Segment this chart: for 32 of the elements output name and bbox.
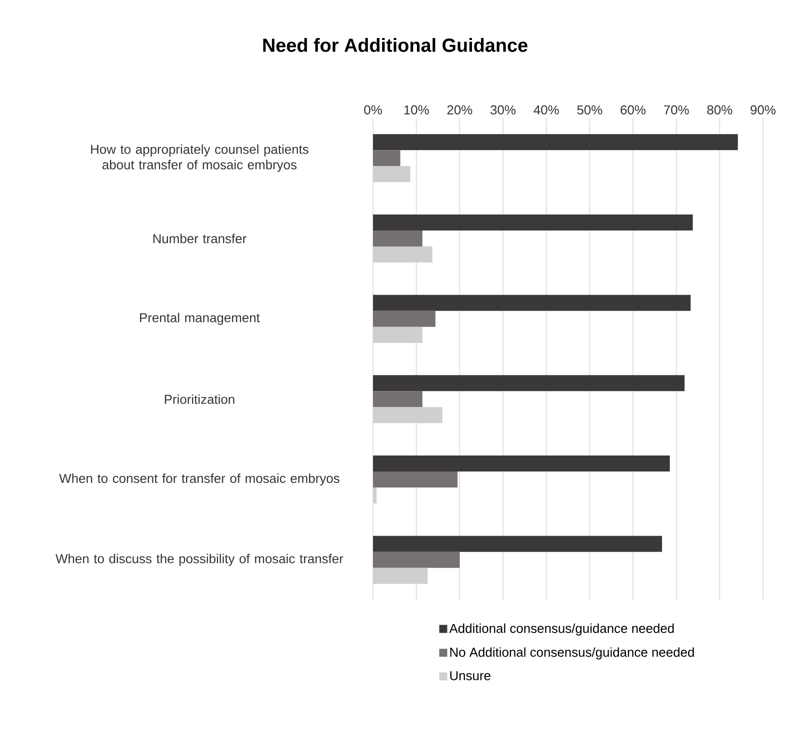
- bar: [373, 294, 691, 311]
- chart-title: Need for Additional Guidance: [263, 38, 528, 52]
- bar: [373, 214, 693, 231]
- x-tick-label: 60%: [620, 105, 646, 114]
- x-tick-label: 20%: [447, 105, 472, 114]
- legend-label: Additional consensus/guidance needed: [449, 623, 674, 636]
- x-tick-label: 90%: [750, 105, 776, 114]
- y-tick-label: Number transfer: [153, 234, 246, 244]
- bar: [373, 456, 670, 472]
- bar: [373, 536, 662, 552]
- x-tick-label: 30%: [490, 105, 516, 114]
- legend-label: Unsure: [450, 671, 490, 680]
- x-tick-label: 40%: [534, 105, 559, 114]
- x-tick-label: 50%: [577, 105, 602, 114]
- y-tick-label: Prental management: [140, 312, 260, 325]
- x-tick-label: 0%: [364, 105, 382, 114]
- x-tick-label: 10%: [404, 105, 429, 114]
- bar: [373, 310, 436, 327]
- legend-label: No Additional consensus/guidance needed: [450, 647, 694, 660]
- y-tick-label: When to discuss the possibility of mosaic transfer: [56, 554, 344, 566]
- y-tick-label: Prioritization: [164, 394, 234, 404]
- y-tick-label: How to appropriately counsel patients about transfer of mosaic embryos: [91, 144, 308, 172]
- bar: [373, 375, 685, 392]
- bar: [373, 150, 400, 166]
- bar: [373, 134, 738, 150]
- y-tick-label: When to consent for transfer of mosaic embryos: [59, 473, 340, 486]
- bar: [373, 552, 460, 568]
- bar: [373, 230, 422, 247]
- bar: [373, 391, 422, 408]
- bar: [373, 472, 458, 488]
- x-tick-label: 70%: [664, 105, 689, 114]
- x-tick-label: 80%: [707, 105, 732, 114]
